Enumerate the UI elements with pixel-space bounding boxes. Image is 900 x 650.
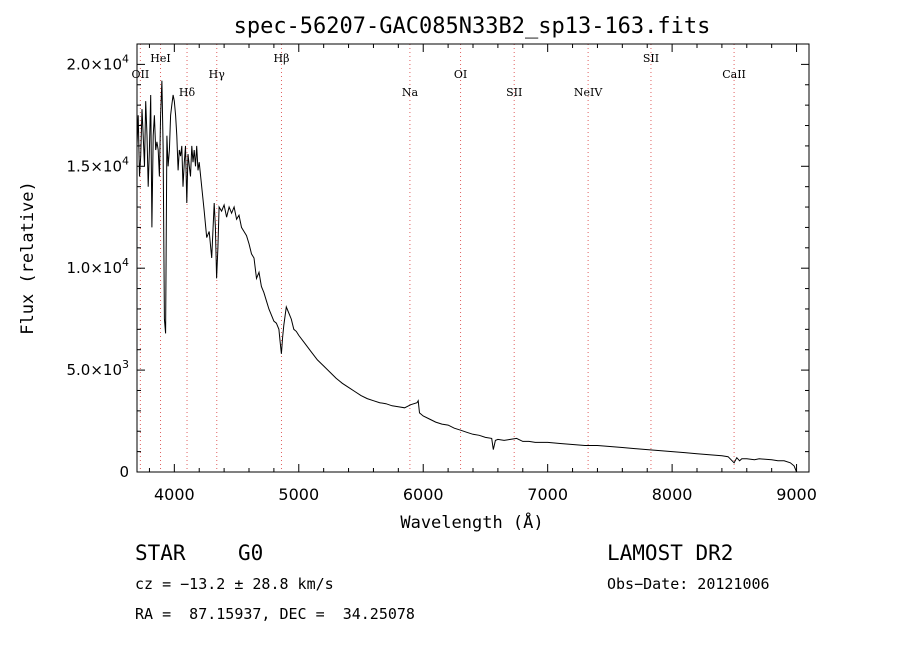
spectrum-line: [136, 80, 798, 473]
x-tick-label-0: 4000: [154, 485, 195, 504]
x-axis-label: Wavelength (Å): [400, 511, 543, 533]
line-label-3: Hγ: [209, 68, 226, 81]
y-axis-ticks: 0 5.0×103 1.0×104 1.5×104 2.0×104: [66, 43, 809, 481]
line-label-8: NeIV: [574, 86, 603, 99]
line-label-7: SII: [506, 86, 522, 99]
line-label-1: HeI: [150, 52, 170, 65]
y-tick-label-2: 1.0×104: [66, 256, 129, 277]
spectral-subclass: G0: [238, 541, 264, 565]
y-tick-label-0: 0: [119, 463, 129, 481]
object-type: STAR: [135, 541, 186, 565]
line-label-6: OI: [454, 68, 467, 81]
chart-title: spec-56207-GAC085N33B2_sp13-163.fits: [234, 14, 711, 39]
x-tick-label-4: 8000: [652, 485, 693, 504]
survey-name: LAMOST DR2: [607, 541, 734, 565]
observation-date: Obs−Date: 20121006: [607, 575, 770, 593]
y-tick-label-4: 2.0×104: [66, 52, 129, 73]
plot-frame: [136, 43, 810, 473]
line-label-5: Na: [402, 86, 419, 99]
line-label-9: SII: [643, 52, 659, 65]
line-label-10: CaII: [722, 68, 746, 81]
line-label-2: Hδ: [179, 86, 196, 99]
y-tick-label-3: 1.5×104: [66, 154, 129, 175]
x-axis-ticks: 4000 5000 6000 7000 8000 9000: [148, 44, 817, 504]
line-label-4: Hβ: [274, 52, 290, 65]
emission-line-markers: [139, 44, 735, 472]
line-label-0: OII: [132, 68, 150, 81]
y-tick-label-1: 5.0×103: [66, 358, 129, 379]
x-tick-label-2: 6000: [403, 485, 444, 504]
y-axis-label: Flux (relative): [18, 181, 38, 335]
coordinates: RA = 87.15937, DEC = 34.25078: [135, 605, 415, 623]
x-tick-label-3: 7000: [527, 485, 568, 504]
x-tick-label-1: 5000: [278, 485, 319, 504]
x-tick-label-5: 9000: [776, 485, 817, 504]
redshift-cz: cz = −13.2 ± 28.8 km/s: [135, 575, 334, 593]
